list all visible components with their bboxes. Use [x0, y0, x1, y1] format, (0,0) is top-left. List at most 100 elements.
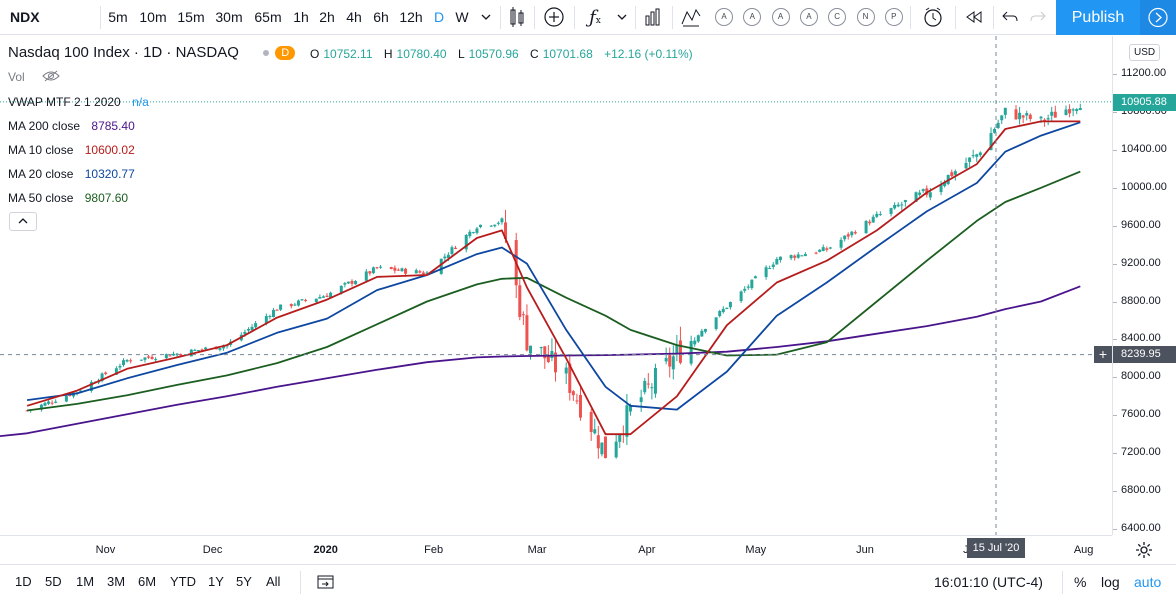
publish-button[interactable]: Publish	[1056, 0, 1140, 35]
price-chart[interactable]	[0, 36, 1112, 535]
range-1d[interactable]: 1D	[15, 574, 32, 589]
range-ytd[interactable]: YTD	[170, 574, 196, 589]
candle	[43, 401, 47, 407]
symbol-search[interactable]: NDX	[10, 9, 40, 25]
candle	[318, 294, 322, 299]
chart-settings-icon[interactable]	[1134, 540, 1154, 560]
ma-line-10[interactable]	[26, 120, 1081, 436]
crosshair-plus-icon[interactable]: +	[1094, 346, 1112, 363]
legend-title[interactable]: Nasdaq 100 Index · 1D · NASDAQ	[8, 44, 239, 61]
interval-d[interactable]: D	[433, 9, 445, 25]
candle	[279, 304, 283, 311]
candle	[254, 320, 258, 330]
candle	[825, 246, 829, 252]
price-axis-tick	[1113, 149, 1117, 151]
goto-date-icon[interactable]	[316, 574, 336, 590]
ma-line-20[interactable]	[26, 121, 1081, 411]
interval-5m[interactable]: 5m	[108, 9, 128, 25]
interval-10m[interactable]: 10m	[139, 9, 167, 25]
candle-type-icon[interactable]	[506, 0, 528, 35]
price-axis-label: 7600.00	[1121, 408, 1161, 421]
candle	[975, 153, 979, 162]
candle	[371, 266, 375, 275]
legend-vwap[interactable]: VWAP MTF 2 1 2020 n/a	[8, 95, 153, 109]
publish-more-button[interactable]	[1140, 0, 1176, 35]
candles	[25, 103, 1082, 459]
undo-icon[interactable]	[999, 0, 1021, 35]
candle	[650, 383, 654, 400]
candle	[525, 304, 529, 352]
range-1y[interactable]: 1Y	[208, 574, 224, 589]
redo-icon[interactable]	[1027, 0, 1049, 35]
candle	[118, 363, 122, 371]
range-5d[interactable]: 5D	[45, 574, 62, 589]
candle	[589, 408, 593, 441]
templates-icon[interactable]	[678, 0, 704, 35]
legend-ma200[interactable]: MA 200 close 8785.40	[8, 119, 135, 133]
candle	[346, 281, 350, 284]
price-axis-tick	[1113, 339, 1117, 341]
legend-collapse-button[interactable]	[9, 212, 37, 231]
interval-30m[interactable]: 30m	[215, 9, 243, 25]
legend-ma50[interactable]: MA 50 close 9807.60	[8, 191, 129, 205]
auto-toggle[interactable]: auto	[1134, 574, 1162, 590]
alert-clock-icon[interactable]	[920, 0, 946, 35]
interval-1h[interactable]: 1h	[293, 9, 309, 25]
time-axis[interactable]: NovDec2020FebMarAprMayJunJulAug 15 Jul '…	[0, 535, 1112, 563]
range-6m[interactable]: 6M	[138, 574, 157, 589]
candle	[246, 327, 250, 333]
range-all[interactable]: All	[266, 574, 281, 589]
clock[interactable]: 16:01:10 (UTC-4)	[934, 574, 1043, 590]
candle	[325, 293, 329, 298]
legend-ma10[interactable]: MA 10 close 10600.02	[8, 143, 135, 157]
candle	[553, 340, 557, 382]
range-1m[interactable]: 1M	[76, 574, 95, 589]
candle	[271, 307, 275, 318]
financials-icon[interactable]	[641, 0, 665, 35]
candle	[150, 354, 154, 360]
candle	[496, 221, 500, 226]
indicator-shortcut-a[interactable]: A	[771, 8, 790, 26]
range-3m[interactable]: 3M	[107, 574, 126, 589]
candle	[172, 351, 175, 356]
percent-toggle[interactable]: %	[1074, 574, 1087, 590]
interval-6h[interactable]: 6h	[373, 9, 389, 25]
eye-crossed-icon[interactable]	[42, 70, 60, 85]
replay-icon[interactable]	[962, 0, 986, 35]
indicator-shortcut-p[interactable]: P	[884, 8, 903, 26]
indicators-icon[interactable]: ƒx	[589, 7, 601, 28]
indicator-shortcut-n[interactable]: N	[856, 8, 875, 26]
candle	[689, 335, 693, 366]
interval-12h[interactable]: 12h	[399, 9, 423, 25]
candle	[850, 231, 854, 238]
candle	[414, 268, 418, 274]
candle	[493, 224, 497, 228]
price-axis[interactable]: USD 11200.0010800.0010400.0010000.009600…	[1112, 36, 1176, 535]
interval-15m[interactable]: 15m	[177, 9, 205, 25]
compare-add-icon[interactable]	[541, 0, 567, 35]
interval-2h[interactable]: 2h	[319, 9, 335, 25]
indicator-shortcut-a[interactable]: A	[715, 8, 733, 26]
legend-ma20[interactable]: MA 20 close 10320.77	[8, 167, 135, 181]
interval-65m[interactable]: 65m	[254, 9, 282, 25]
candle	[125, 359, 129, 363]
candle	[950, 169, 954, 178]
candle	[464, 234, 468, 253]
log-toggle[interactable]: log	[1101, 574, 1120, 590]
legend-volume: Vol	[8, 70, 64, 85]
indicator-shortcut-a[interactable]: A	[743, 8, 762, 26]
currency-badge[interactable]: USD	[1129, 44, 1161, 61]
candle	[1028, 113, 1032, 122]
interval-w[interactable]: W	[455, 9, 469, 25]
chevron-down-icon[interactable]	[614, 0, 630, 35]
indicator-shortcut-a[interactable]: A	[799, 8, 818, 26]
price-axis-label: 9600.00	[1121, 218, 1161, 231]
ma-line-200[interactable]	[0, 285, 1081, 437]
interval-4h[interactable]: 4h	[346, 9, 362, 25]
chevron-down-icon[interactable]	[478, 0, 494, 35]
indicator-shortcut-c[interactable]: C	[828, 8, 847, 26]
range-5y[interactable]: 5Y	[236, 574, 252, 589]
candle	[725, 307, 729, 310]
vol-label[interactable]: Vol	[8, 70, 25, 84]
ma-line-50[interactable]	[26, 170, 1081, 412]
